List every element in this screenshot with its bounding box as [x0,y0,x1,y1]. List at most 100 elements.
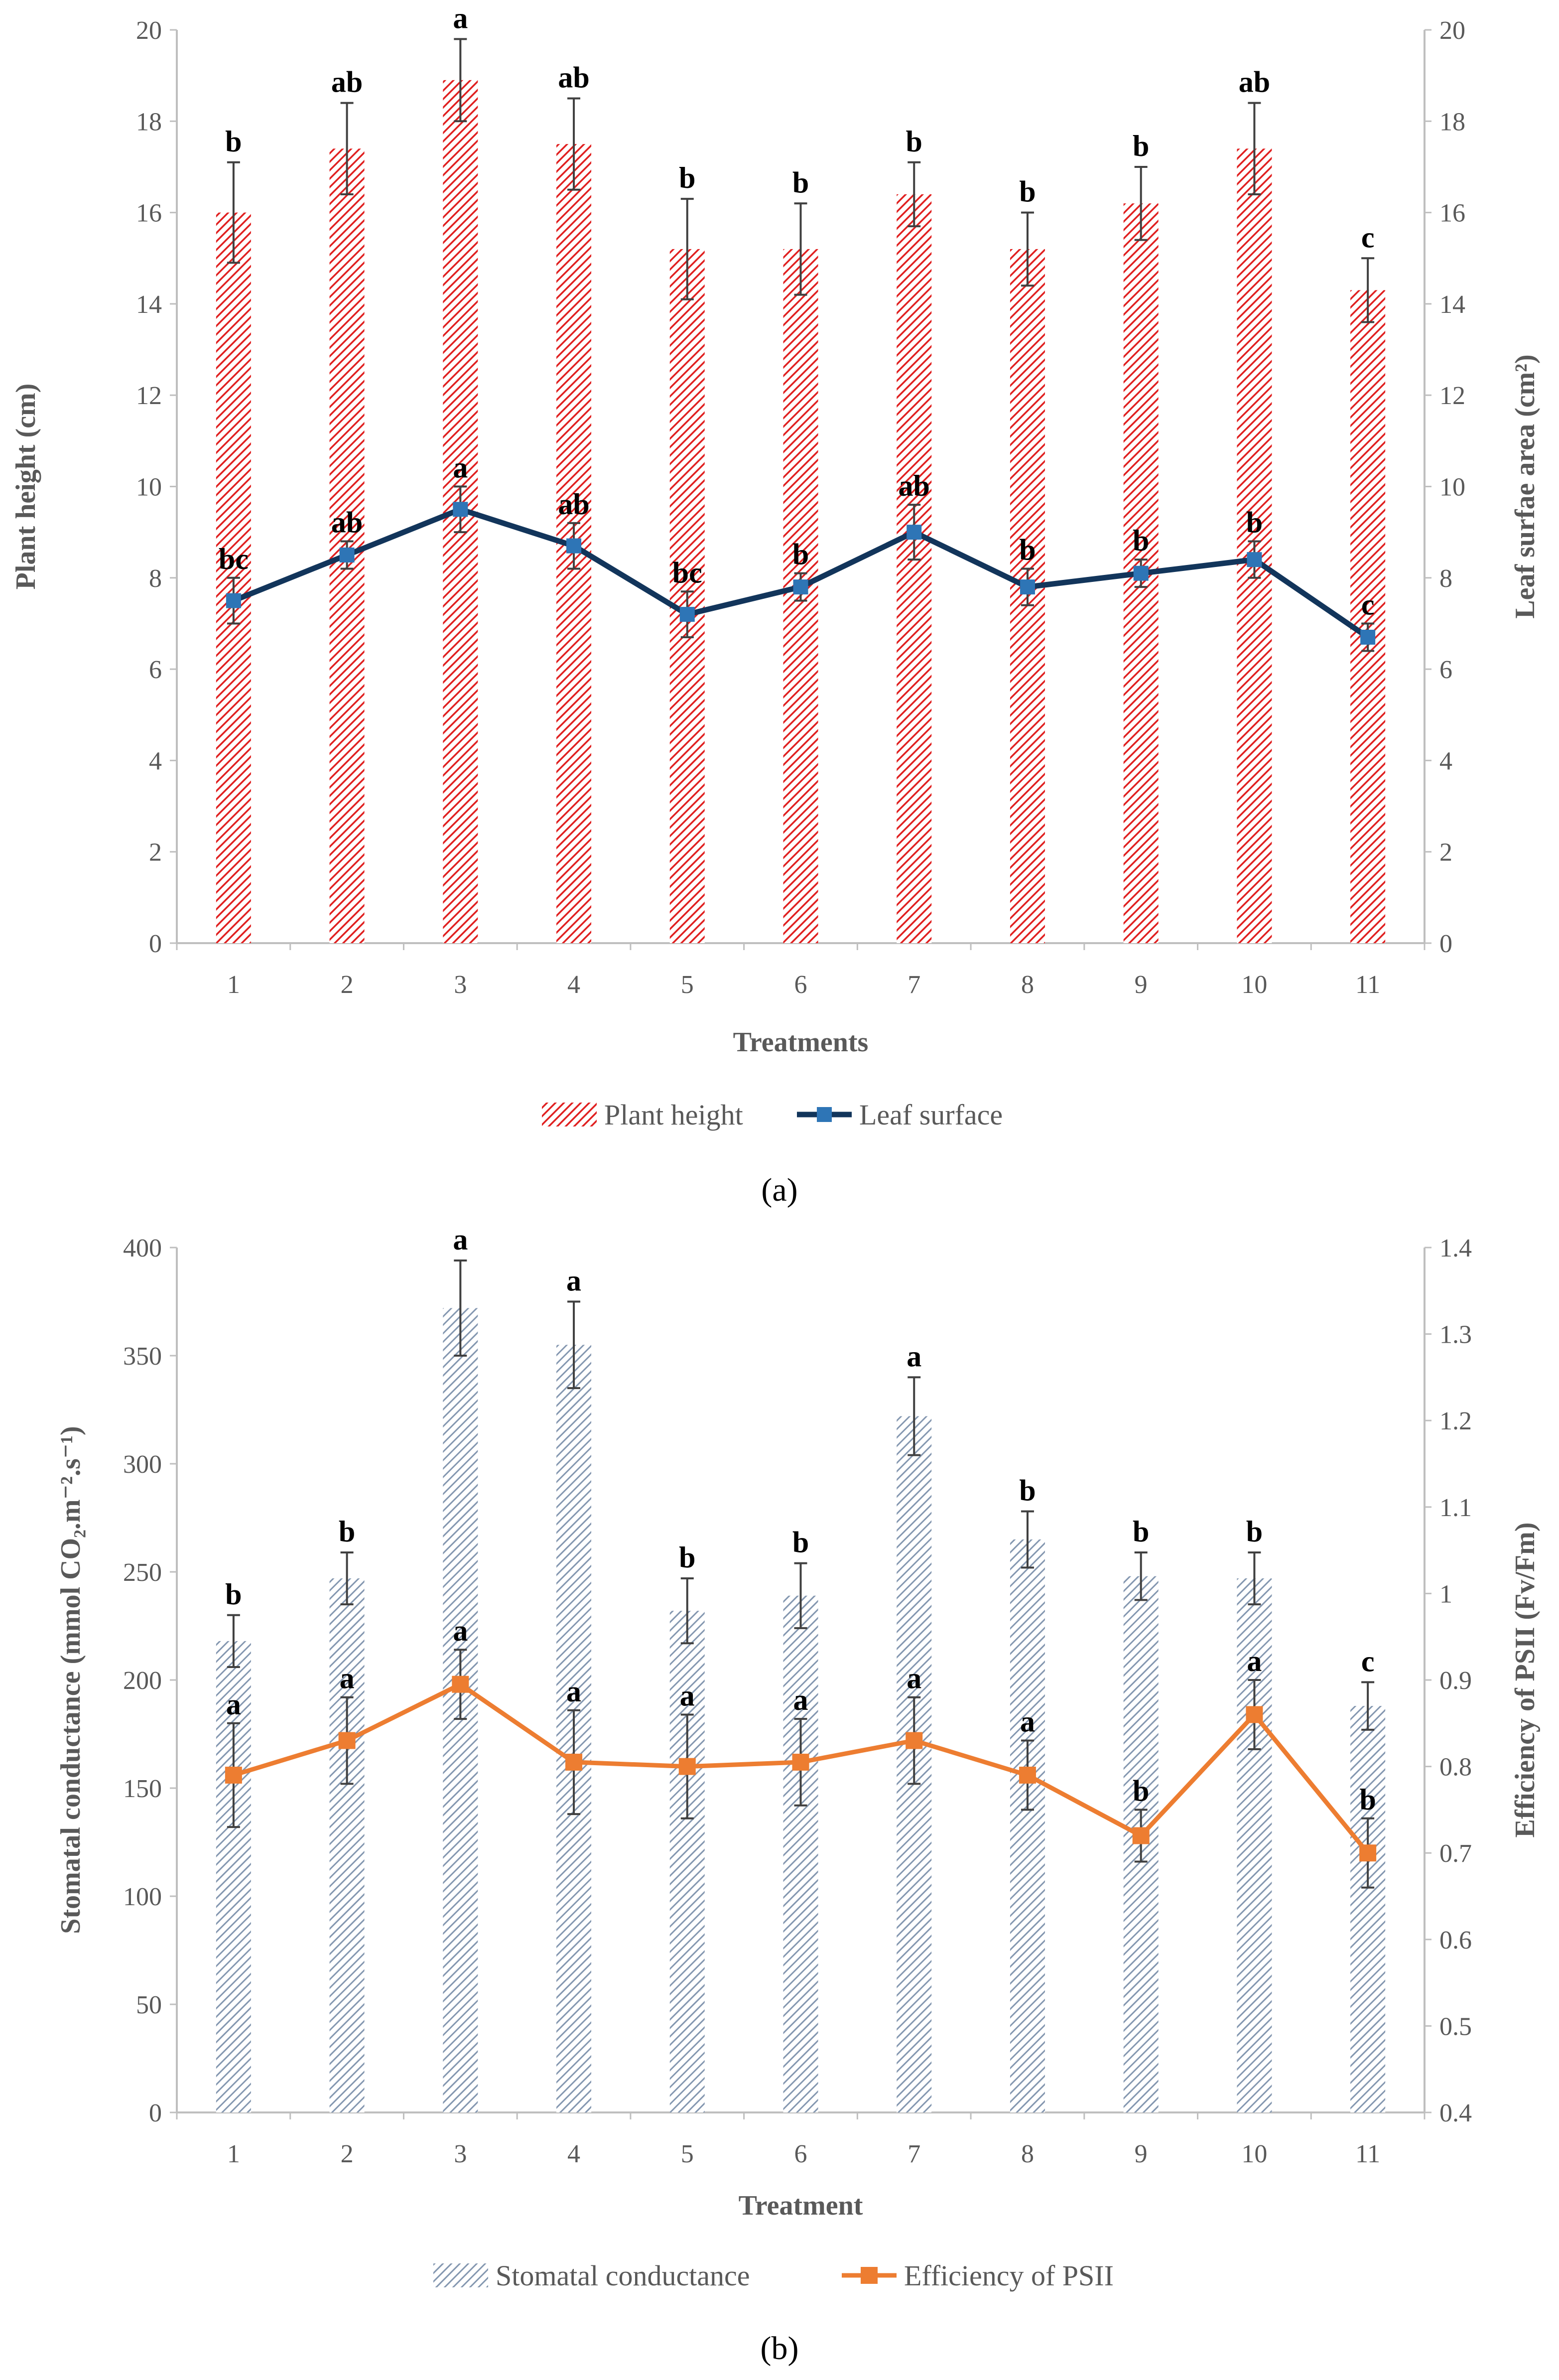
x-tick-label: 10 [1241,971,1267,999]
line-point [339,547,355,562]
x-tick-label: 9 [1135,2140,1148,2168]
y2-tick-label: 0.8 [1439,1753,1472,1782]
bar-significance-letter: b [225,1578,242,1611]
y-tick-label: 150 [123,1775,162,1803]
bar-significance-letter: ab [1239,66,1270,99]
line-significance-letter: a [1020,1705,1035,1738]
y-tick-label: 4 [149,747,162,775]
bar-significance-letter: b [1019,175,1036,208]
y2-tick-label: 2 [1439,839,1452,867]
x-tick-label: 1 [227,971,240,999]
panel-label: (b) [761,2330,799,2367]
x-tick-label: 7 [908,971,920,999]
line-significance-letter: ab [899,469,930,502]
y2-tick-label: 1.4 [1439,1234,1472,1262]
bar-significance-letter: a [453,1,468,34]
bar [783,1595,818,2112]
x-tick-label: 6 [794,2140,807,2168]
y-axis-title: Stomatal conductance (mmol CO₂.m⁻².s⁻¹) [55,1426,86,1934]
line-significance-letter: a [453,451,468,484]
legend-label-line: Leaf surface [859,1099,1003,1131]
line-point [453,502,468,517]
x-tick-label: 11 [1355,971,1380,999]
x-axis-title: Treatment [739,2190,863,2221]
x-tick-label: 5 [681,971,694,999]
bar [897,194,932,944]
y2-tick-label: 0.5 [1439,2012,1472,2041]
x-tick-label: 1 [227,2140,240,2168]
line-point [906,1732,923,1749]
line-significance-letter: b [792,538,809,571]
line-significance-letter: c [1361,588,1375,621]
line-significance-letter: b [1359,1783,1376,1816]
y-tick-label: 100 [123,1883,162,1911]
y-tick-label: 250 [123,1558,162,1587]
line-significance-letter: b [1133,524,1149,557]
y2-axis-title: Efficiency of PSII (Fv/Fm) [1510,1523,1541,1838]
line-significance-letter: bc [672,556,702,589]
bar-significance-letter: b [792,166,809,199]
line-point [1360,629,1376,645]
y2-tick-label: 12 [1439,382,1465,410]
y2-tick-label: 0.9 [1439,1667,1472,1695]
line-point [907,525,922,540]
line-significance-letter: a [226,1688,241,1721]
bar [216,1641,251,2112]
y-tick-label: 8 [149,564,162,593]
x-tick-label: 4 [567,2140,580,2168]
bar-significance-letter: b [1019,1474,1036,1507]
y-tick-label: 350 [123,1342,162,1371]
x-tick-label: 5 [681,2140,694,2168]
line-significance-letter: b [1019,533,1036,566]
bar-significance-letter: ab [558,61,589,94]
x-axis-title: Treatments [733,1027,869,1058]
line-point [1133,565,1149,581]
y2-tick-label: 20 [1439,16,1465,45]
bar [1350,1706,1386,2112]
x-tick-label: 4 [567,971,580,999]
y-tick-label: 20 [136,16,162,45]
bar [1010,1539,1045,2112]
line-point [225,1766,242,1784]
bar-significance-letter: a [566,1264,581,1297]
y2-tick-label: 8 [1439,564,1452,593]
y2-tick-label: 10 [1439,473,1465,502]
legend-swatch-marker [861,2267,878,2284]
y2-tick-label: 18 [1439,108,1465,136]
y-tick-label: 18 [136,108,162,136]
legend-swatch-bar [542,1103,597,1126]
x-tick-label: 11 [1355,2140,1380,2168]
line-point [1247,552,1262,567]
x-tick-label: 2 [341,2140,354,2168]
line-significance-letter: a [340,1662,355,1695]
y-tick-label: 16 [136,199,162,228]
y-tick-label: 14 [136,290,162,319]
line-point [452,1676,469,1693]
bar-significance-letter: b [679,161,695,194]
line-significance-letter: a [453,1614,468,1647]
bar-significance-letter: c [1361,221,1375,254]
line-significance-letter: bc [219,543,249,575]
bar [669,1611,705,2112]
y2-tick-label: 4 [1439,747,1452,775]
y-tick-label: 12 [136,382,162,410]
line-significance-letter: a [566,1675,581,1708]
line-significance-letter: a [793,1683,808,1716]
line-point [1132,1827,1150,1844]
x-tick-label: 2 [341,971,354,999]
bar-significance-letter: a [453,1223,468,1256]
y-tick-label: 2 [149,839,162,867]
legend-label-line: Efficiency of PSII [904,2259,1114,2292]
line-significance-letter: b [1246,506,1263,539]
y-tick-label: 10 [136,473,162,502]
chart-panel-b: 0 50 100 150 200 250 300 350 400 0.4 0.5 0.6 0.7 0.8 0… [55,1223,1541,2367]
bar-significance-letter: b [1133,1515,1149,1548]
y-tick-label: 0 [149,2099,162,2127]
y-tick-label: 400 [123,1234,162,1262]
x-tick-label: 3 [454,971,467,999]
x-tick-label: 6 [794,971,807,999]
y-tick-label: 0 [149,930,162,958]
panel-label: (a) [761,1172,797,1208]
